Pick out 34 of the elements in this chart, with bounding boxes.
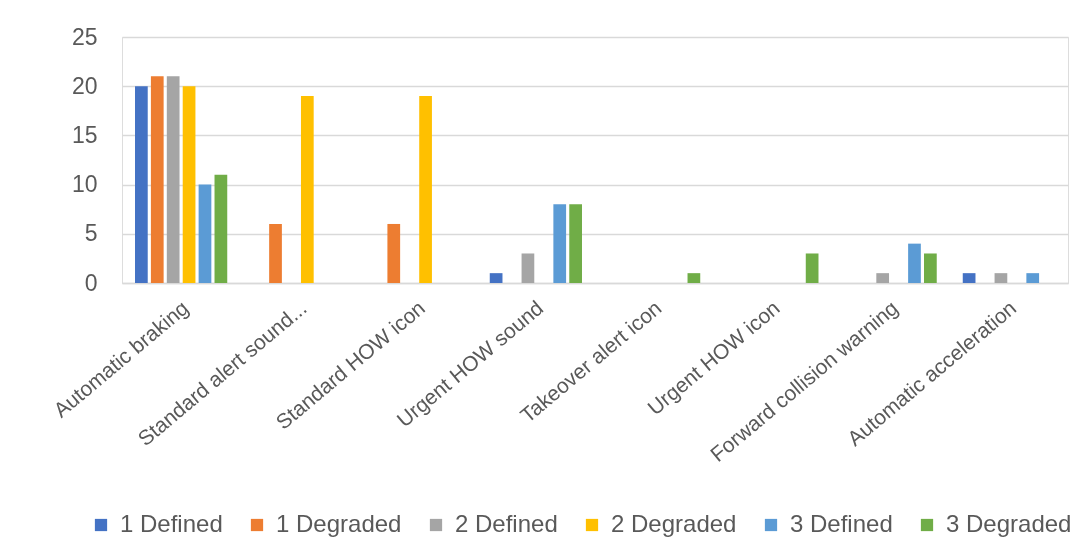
y-tick-label: 15: [71, 121, 98, 148]
y-tick-label: 5: [84, 220, 98, 247]
bar: [687, 273, 701, 283]
bar: [135, 86, 148, 283]
bar: [876, 273, 890, 283]
legend-label: 2 Defined: [455, 510, 558, 537]
bar: [419, 96, 432, 283]
bar: [805, 253, 819, 283]
legend-label: 1 Degraded: [276, 510, 402, 537]
bar: [198, 184, 212, 283]
bar: [1026, 273, 1040, 283]
bar: [962, 273, 976, 283]
bar: [924, 253, 937, 283]
legend-label: 2 Degraded: [611, 510, 737, 537]
bar: [300, 96, 314, 283]
bar: [489, 273, 503, 283]
bar: [569, 204, 582, 283]
bar: [994, 273, 1008, 283]
bar: [166, 76, 180, 283]
bar: [150, 76, 164, 283]
y-tick-label: 0: [84, 269, 98, 296]
bar: [553, 204, 567, 283]
bar: [269, 223, 282, 283]
bar: [521, 253, 535, 283]
y-tick-label: 25: [71, 23, 98, 50]
bar: [387, 223, 401, 283]
legend-label: 3 Degraded: [946, 510, 1072, 537]
y-tick-label: 20: [71, 72, 98, 99]
y-tick-label: 10: [71, 171, 98, 198]
bar: [908, 243, 921, 283]
legend-label: 1 Defined: [120, 510, 223, 537]
bar: [182, 86, 196, 283]
legend-label: 3 Defined: [790, 510, 893, 537]
bar: [214, 174, 228, 283]
